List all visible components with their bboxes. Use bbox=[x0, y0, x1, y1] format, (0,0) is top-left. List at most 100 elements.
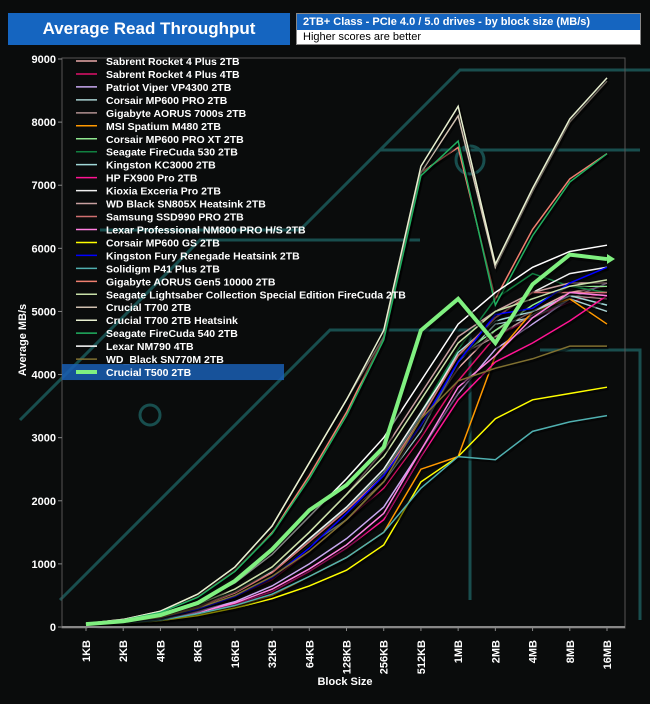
series-line bbox=[85, 266, 608, 626]
x-tick-label: 256KB bbox=[379, 640, 391, 674]
legend-label: Gigabyte AORUS 7000s 2TB bbox=[106, 108, 247, 120]
y-tick-label: 5000 bbox=[32, 306, 56, 318]
legend-label: Kioxia Exceria Pro 2TB bbox=[106, 186, 221, 198]
y-tick-label: 7000 bbox=[32, 180, 56, 192]
x-axis-label: Block Size bbox=[317, 676, 372, 688]
series-line bbox=[85, 252, 608, 627]
series-shadow bbox=[87, 295, 609, 628]
legend-label: Seagate FireCuda 540 2TB bbox=[106, 328, 238, 340]
legend-label: Sabrent Rocket 4 Plus 4TB bbox=[106, 69, 240, 81]
x-tick-label: 128KB bbox=[342, 640, 354, 674]
y-tick-label: 2000 bbox=[32, 496, 56, 508]
plot-frame bbox=[61, 57, 626, 629]
x-tick-label: 1MB bbox=[453, 640, 465, 663]
series-shadow bbox=[87, 78, 610, 627]
series-line bbox=[85, 244, 608, 625]
legend-label: Corsair MP600 PRO 2TB bbox=[106, 95, 228, 107]
series-shadow bbox=[87, 292, 609, 629]
series-line bbox=[85, 291, 608, 626]
series-shadow bbox=[87, 295, 609, 628]
legend-highlight bbox=[62, 364, 284, 381]
series-line bbox=[85, 291, 608, 626]
legend-label: Seagate Lightsaber Collection Special Ed… bbox=[106, 289, 406, 301]
background-circuit bbox=[18, 68, 650, 620]
series-line bbox=[85, 414, 608, 626]
series-shadow bbox=[87, 286, 609, 628]
y-tick-label: 1000 bbox=[32, 559, 56, 571]
series-shadow bbox=[87, 295, 610, 629]
series-line bbox=[85, 266, 608, 626]
series-shadow bbox=[87, 286, 609, 628]
y-tick-label: 0 bbox=[50, 622, 56, 634]
x-tick-label: 8KB bbox=[193, 640, 205, 662]
series-line bbox=[85, 297, 608, 626]
legend-label: Lexar NM790 4TB bbox=[106, 341, 194, 353]
legend-label: Crucial T500 2TB bbox=[106, 367, 192, 379]
series-shadow bbox=[87, 283, 610, 629]
series-shadow bbox=[87, 279, 609, 628]
series-shadow bbox=[87, 245, 609, 627]
subtitle-box: 2TB+ Class - PCIe 4.0 / 5.0 drives - by … bbox=[296, 13, 641, 45]
legend-label: Seagate FireCuda 530 2TB bbox=[106, 147, 238, 159]
x-tick-label: 32KB bbox=[267, 640, 279, 668]
x-tick-label: 2KB bbox=[118, 640, 130, 662]
y-tick-label: 3000 bbox=[32, 433, 56, 445]
series-shadow bbox=[87, 283, 609, 628]
legend-label: Gigabyte AORUS Gen5 10000 2TB bbox=[106, 276, 276, 288]
series-line bbox=[85, 294, 608, 626]
x-tick-label: 512KB bbox=[416, 640, 428, 674]
series-shadow bbox=[87, 267, 610, 628]
series-end-arrow bbox=[607, 254, 615, 265]
series-shadow bbox=[87, 346, 609, 628]
legend-label: Patriot Viper VP4300 2TB bbox=[106, 82, 232, 94]
series-line bbox=[85, 77, 608, 625]
series-line bbox=[85, 285, 608, 626]
legend-label: Kingston KC3000 2TB bbox=[106, 160, 216, 172]
legend-label: Corsair MP600 PRO XT 2TB bbox=[106, 134, 244, 146]
x-tick-label: 4MB bbox=[528, 640, 540, 663]
series-line bbox=[85, 291, 607, 626]
x-tick-label: 1KB bbox=[81, 640, 93, 662]
series-shadow bbox=[87, 415, 609, 629]
series-line bbox=[85, 80, 608, 625]
legend-label: Solidigm P41 Plus 2TB bbox=[106, 263, 220, 275]
series-shadow bbox=[87, 292, 609, 628]
series-line bbox=[85, 139, 608, 625]
series-line bbox=[85, 345, 607, 626]
chart-subtitle: 2TB+ Class - PCIe 4.0 / 5.0 drives - by … bbox=[297, 14, 640, 30]
series-shadow bbox=[87, 267, 609, 628]
legend-label: MSI Spatium M480 2TB bbox=[106, 121, 221, 133]
series-shadow bbox=[87, 139, 610, 627]
legend-label: WD_Black SN770M 2TB bbox=[106, 354, 224, 366]
x-tick-label: 4KB bbox=[155, 640, 167, 662]
legend-label: Crucial T700 2TB Heatsink bbox=[106, 315, 238, 327]
chart-title: Average Read Throughput bbox=[8, 13, 290, 45]
x-tick-label: 8MB bbox=[565, 640, 577, 663]
series-shadow bbox=[87, 252, 609, 630]
y-tick-label: 4000 bbox=[32, 370, 56, 382]
series-shadow bbox=[87, 298, 610, 629]
series-shadow bbox=[87, 273, 609, 628]
y-axis-label: Average MB/s bbox=[17, 304, 29, 376]
series-shadow bbox=[87, 81, 610, 627]
x-tick-label: 16KB bbox=[230, 640, 242, 668]
series-line bbox=[85, 298, 608, 626]
y-tick-label: 6000 bbox=[32, 243, 56, 255]
chart-note: Higher scores are better bbox=[297, 30, 640, 44]
series-line bbox=[85, 285, 607, 626]
legend-label: Sabrent Rocket 4 Plus 2TB bbox=[106, 56, 240, 68]
legend-label: Corsair MP600 GS 2TB bbox=[106, 237, 220, 249]
series-line bbox=[85, 146, 608, 625]
legend-label: HP FX900 Pro 2TB bbox=[106, 173, 198, 185]
x-tick-label: 2MB bbox=[490, 640, 502, 663]
series-shadow bbox=[87, 292, 609, 628]
y-tick-label: 8000 bbox=[32, 117, 56, 129]
x-tick-label: 16MB bbox=[602, 640, 614, 669]
series-line bbox=[85, 386, 608, 627]
series-line bbox=[85, 294, 608, 626]
legend-label: Samsung SSD990 PRO 2TB bbox=[106, 212, 244, 224]
series-shadow bbox=[87, 387, 609, 629]
x-tick-label: 64KB bbox=[304, 640, 316, 668]
